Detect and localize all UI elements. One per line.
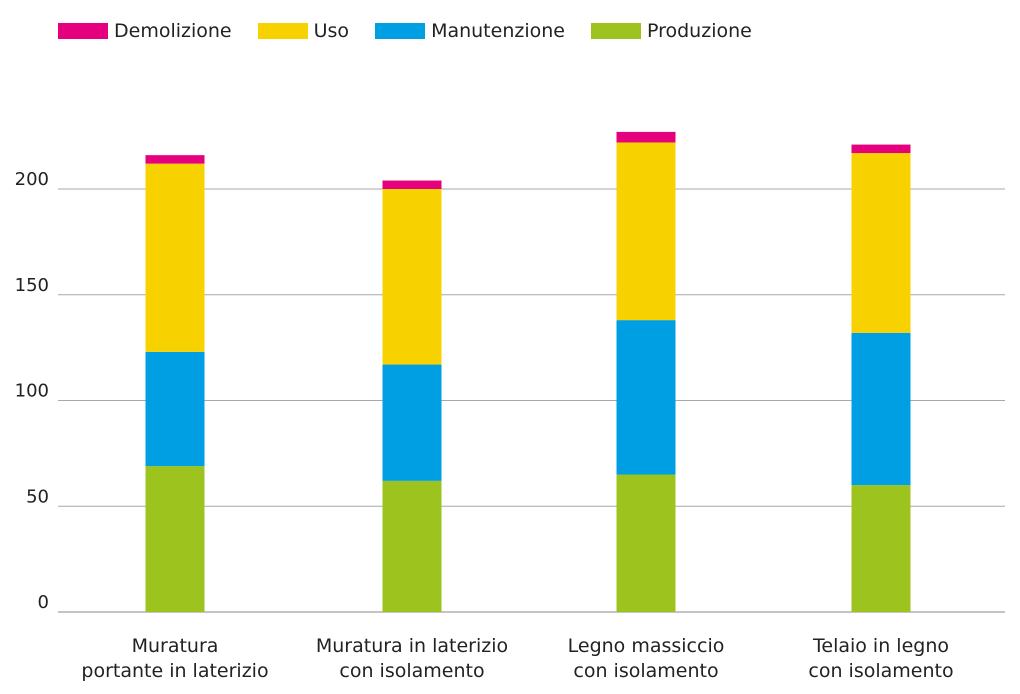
bar-segment-manutenzione bbox=[145, 351, 205, 467]
bar-segment-demolizione bbox=[851, 144, 911, 154]
legend-swatch bbox=[58, 23, 108, 39]
bar-segment-uso bbox=[616, 142, 676, 321]
y-tick-label: 200 bbox=[15, 169, 49, 190]
x-category-label: con isolamento bbox=[808, 660, 953, 682]
x-category-label: Legno massiccio bbox=[568, 635, 725, 657]
bar-segment-manutenzione bbox=[851, 332, 911, 486]
bar-segment-produzione bbox=[145, 466, 205, 612]
bar-segment-produzione bbox=[851, 485, 911, 612]
y-tick-label: 0 bbox=[38, 592, 49, 613]
legend-label: Demolizione bbox=[114, 20, 232, 42]
bar-segment-demolizione bbox=[616, 131, 676, 143]
chart-legend: Demolizione Uso Manutenzione Produzione bbox=[58, 20, 778, 42]
legend-item-manutenzione: Manutenzione bbox=[375, 20, 565, 42]
legend-item-demolizione: Demolizione bbox=[58, 20, 232, 42]
y-tick-label: 50 bbox=[26, 486, 49, 507]
bar-segment-uso bbox=[382, 189, 442, 365]
legend-label: Uso bbox=[313, 20, 350, 42]
bar-segment-demolizione bbox=[145, 155, 205, 164]
x-category-label: Telaio in legno bbox=[812, 635, 949, 657]
legend-swatch bbox=[375, 23, 426, 39]
x-category-label: portante in laterizio bbox=[81, 660, 268, 682]
x-category-label: Muratura in laterizio bbox=[316, 635, 508, 657]
x-category-label: con isolamento bbox=[573, 660, 718, 682]
x-category-label: Muratura bbox=[132, 635, 219, 657]
bar-segment-manutenzione bbox=[616, 320, 676, 475]
bar-segment-demolizione bbox=[382, 180, 442, 189]
legend-item-uso: Uso bbox=[257, 20, 350, 42]
bar-segment-produzione bbox=[382, 480, 442, 612]
bar-segment-uso bbox=[145, 163, 205, 352]
legend-swatch bbox=[257, 23, 308, 39]
bar-segment-uso bbox=[851, 153, 911, 333]
bar-segment-produzione bbox=[616, 474, 676, 612]
legend-label: Manutenzione bbox=[431, 20, 565, 42]
legend-swatch bbox=[590, 23, 641, 39]
y-tick-label: 150 bbox=[15, 275, 49, 296]
x-category-label: con isolamento bbox=[339, 660, 484, 682]
bar-segment-manutenzione bbox=[382, 364, 442, 481]
y-tick-label: 100 bbox=[15, 381, 49, 402]
legend-item-produzione: Produzione bbox=[590, 20, 752, 42]
legend-label: Produzione bbox=[646, 20, 752, 42]
